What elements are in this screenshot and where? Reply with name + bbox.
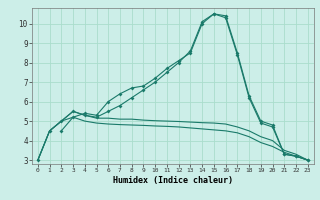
X-axis label: Humidex (Indice chaleur): Humidex (Indice chaleur)	[113, 176, 233, 185]
